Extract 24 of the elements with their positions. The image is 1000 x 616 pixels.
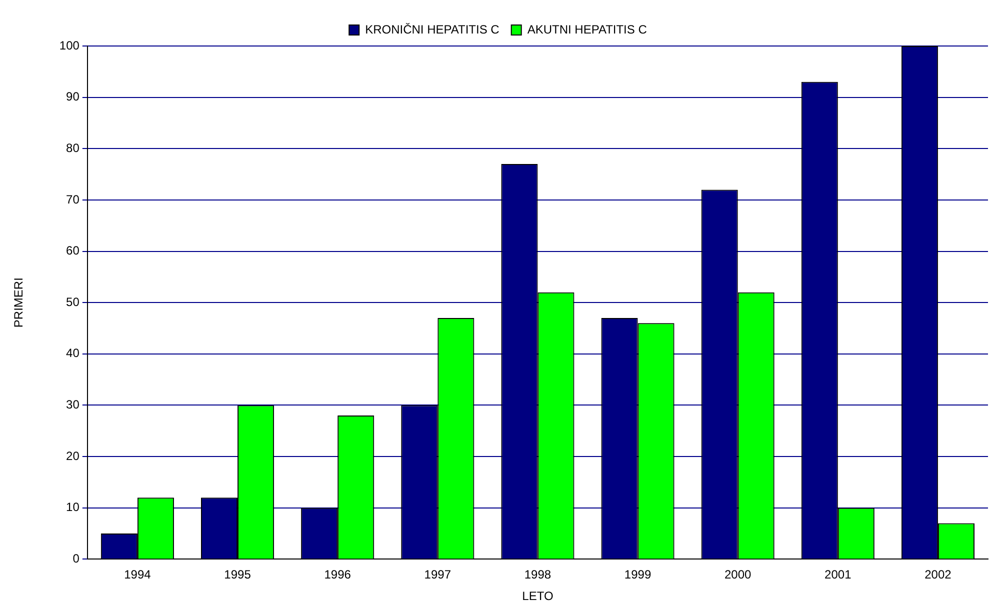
y-tick-label: 40 — [66, 346, 80, 360]
y-tick-label: 20 — [66, 448, 80, 463]
y-tick-label: 0 — [72, 552, 80, 566]
x-tick-label: 1998 — [524, 568, 552, 582]
y-tick-label: 30 — [66, 398, 80, 412]
y-tick-label: 90 — [66, 90, 80, 104]
y-tick-label: 60 — [66, 244, 80, 258]
y-tick-label: 100 — [59, 38, 80, 52]
x-tick-label: 1996 — [324, 568, 352, 582]
x-tick-label: 1999 — [624, 568, 652, 582]
x-tick-label: 1994 — [124, 568, 152, 582]
y-axis-title: PRIMERI — [12, 278, 26, 328]
x-tick-label: 2002 — [924, 568, 952, 582]
legend-label: KRONIČNI HEPATITIS C — [365, 22, 500, 36]
x-tick-label: 1997 — [424, 568, 452, 582]
y-tick-label: 50 — [66, 294, 80, 309]
legend-label: AKUTNI HEPATITIS C — [527, 22, 648, 36]
x-tick-label: 2000 — [724, 568, 752, 582]
x-axis-title: LETO — [522, 589, 554, 604]
y-tick-label: 80 — [66, 140, 80, 155]
y-tick-label: 10 — [66, 500, 80, 514]
x-tick-label: 1995 — [224, 568, 252, 582]
y-tick-label: 70 — [66, 192, 80, 206]
x-tick-label: 2001 — [824, 568, 852, 582]
